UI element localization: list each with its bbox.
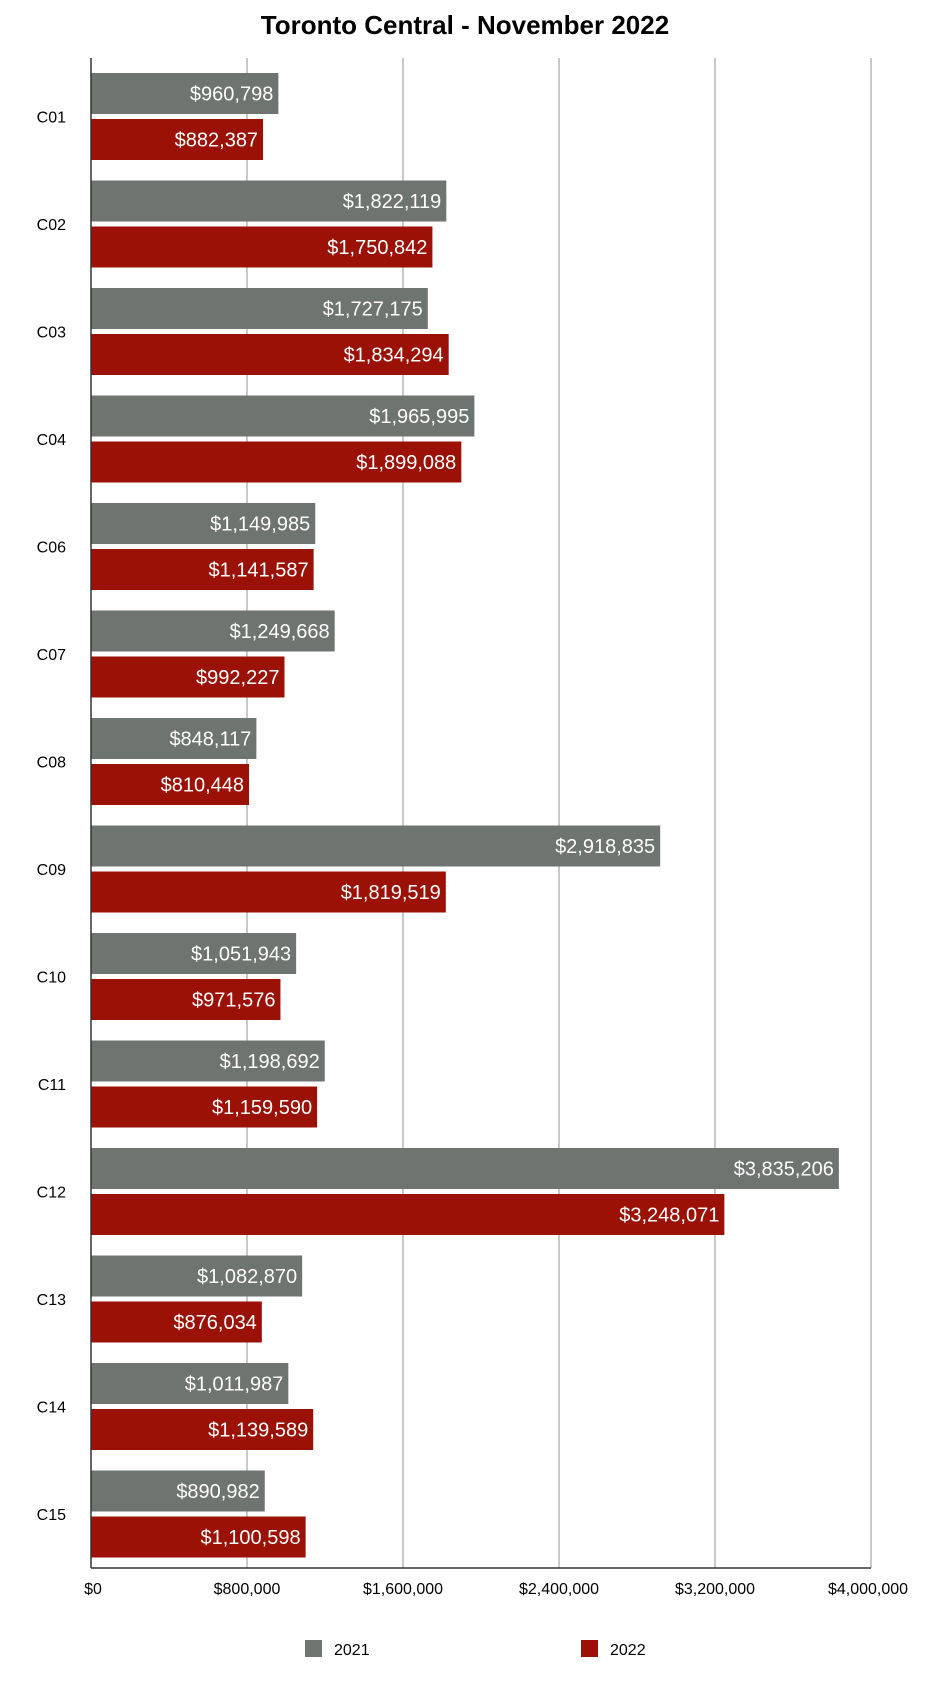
bar-data-label: $2,918,835 <box>555 836 655 858</box>
bar-2021-C12 <box>91 1148 839 1189</box>
bar-2021-C11 <box>91 1040 325 1082</box>
bars: $960,798 $882,387 $1,822,119 $1,750,842 $1,7… <box>91 73 839 1558</box>
legend-label-2022: 2022 <box>610 1642 646 1659</box>
bar-2022-C07 <box>91 656 285 698</box>
category-label-C08: C08 <box>37 755 66 772</box>
bar-2022-C08 <box>91 764 250 805</box>
category-label-C10: C10 <box>37 970 66 987</box>
bar-data-label: $3,248,071 <box>619 1205 719 1227</box>
bar-2021-C10 <box>91 933 297 974</box>
category-label-C01: C01 <box>37 110 66 127</box>
legend-swatch-2022 <box>581 1640 598 1657</box>
bar-data-label: $1,249,668 <box>230 621 330 643</box>
bar-2021-C15 <box>91 1470 265 1512</box>
bar-data-label: $1,141,587 <box>209 560 309 582</box>
x-tick-label: $800,000 <box>214 1581 281 1598</box>
category-label-C04: C04 <box>37 432 66 449</box>
bar-data-label: $1,727,175 <box>323 299 423 321</box>
category-label-C06: C06 <box>37 540 66 557</box>
category-label-C13: C13 <box>37 1292 66 1309</box>
bar-data-label: $1,198,692 <box>220 1051 320 1073</box>
bar-data-label: $1,819,519 <box>341 882 441 904</box>
bar-data-label: $1,822,119 <box>343 191 442 213</box>
x-tick-label: $2,400,000 <box>519 1581 599 1598</box>
bar-2021-C01 <box>91 73 279 114</box>
bar-data-label: $1,965,995 <box>369 406 469 428</box>
category-label-C12: C12 <box>37 1185 66 1202</box>
bar-2022-C10 <box>91 979 281 1020</box>
bar-2021-C04 <box>91 395 475 437</box>
bar-2021-C06 <box>91 503 316 544</box>
bar-2021-C13 <box>91 1255 303 1297</box>
bar-2022-C03 <box>91 334 449 375</box>
bar-2022-C02 <box>91 226 433 268</box>
category-label-C03: C03 <box>37 325 66 342</box>
bar-data-label: $848,117 <box>169 729 251 751</box>
x-tick-label: $3,200,000 <box>675 1581 755 1598</box>
x-tick-label: $0 <box>84 1581 102 1598</box>
bar-2022-C04 <box>91 441 462 483</box>
bar-data-label: $3,835,206 <box>734 1159 834 1181</box>
bar-2022-C09 <box>91 871 446 913</box>
bar-data-label: $1,149,985 <box>210 514 310 536</box>
bar-2022-C13 <box>91 1301 262 1343</box>
category-label-C14: C14 <box>37 1400 66 1417</box>
bar-2022-C01 <box>91 119 264 160</box>
category-label-C02: C02 <box>37 217 66 234</box>
bar-data-label: $1,139,589 <box>208 1420 308 1442</box>
x-tick-label: $1,600,000 <box>363 1581 443 1598</box>
bar-data-label: $1,082,870 <box>197 1266 297 1288</box>
legend-label-2021: 2021 <box>334 1642 370 1659</box>
bar-2022-C14 <box>91 1409 314 1450</box>
category-label-C11: C11 <box>38 1077 66 1094</box>
category-labels: C01 C02 C03 C04 C06 C07 C08 C09 C10 C11 C12 C13 C14 C… <box>37 110 66 1525</box>
bar-data-label: $876,034 <box>173 1312 256 1334</box>
bar-data-label: $890,982 <box>176 1481 259 1503</box>
category-label-C07: C07 <box>37 647 66 664</box>
legend-swatch-2021 <box>305 1640 322 1657</box>
bar-data-label: $1,011,987 <box>185 1374 284 1396</box>
category-label-C09: C09 <box>37 862 66 879</box>
category-label-C15: C15 <box>37 1507 66 1524</box>
bar-data-label: $1,159,590 <box>212 1097 312 1119</box>
bar-data-label: $971,576 <box>192 990 275 1012</box>
bar-2021-C03 <box>91 288 428 329</box>
x-axis: $0 $800,000 $1,600,000 $2,400,000 $3,200,000… <box>84 58 908 1598</box>
bar-2021-C02 <box>91 180 447 222</box>
grid-lines <box>246 58 872 1568</box>
bar-data-label: $810,448 <box>161 775 244 797</box>
bar-data-label: $1,051,943 <box>191 944 291 966</box>
bar-2021-C14 <box>91 1363 289 1404</box>
bar-data-label: $882,387 <box>175 130 258 152</box>
x-tick-label: $4,000,000 <box>828 1581 908 1598</box>
bar-2022-C15 <box>91 1516 306 1558</box>
legend: 2021 2022 <box>305 1640 646 1659</box>
bar-2022-C06 <box>91 549 314 590</box>
bar-data-label: $960,798 <box>190 84 273 106</box>
bar-2021-C07 <box>91 610 335 652</box>
bar-2022-C12 <box>91 1194 725 1235</box>
bar-2021-C09 <box>91 825 661 867</box>
bar-data-label: $992,227 <box>196 667 279 689</box>
bar-data-label: $1,834,294 <box>344 345 444 367</box>
chart-title: Toronto Central - November 2022 <box>261 10 669 40</box>
bar-2022-C11 <box>91 1086 318 1128</box>
bar-data-label: $1,750,842 <box>327 237 427 259</box>
bar-data-label: $1,899,088 <box>356 452 456 474</box>
bar-data-label: $1,100,598 <box>201 1527 301 1549</box>
bar-2021-C08 <box>91 718 257 759</box>
